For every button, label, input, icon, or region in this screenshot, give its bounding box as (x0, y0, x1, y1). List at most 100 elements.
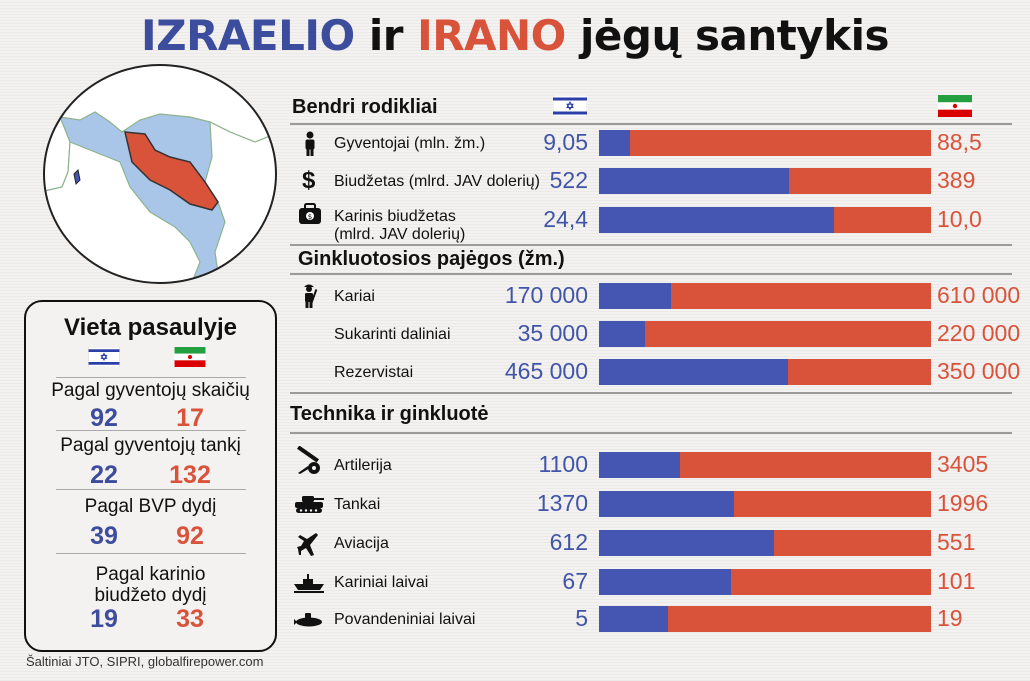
dollar-icon: $ (302, 167, 316, 194)
row-label: Artilerija (334, 457, 392, 474)
comparison-bar (599, 569, 931, 595)
iran-rank: 92 (176, 522, 204, 550)
iran-value: 88,5 (937, 129, 982, 155)
comparison-bar (599, 491, 931, 517)
world-rank-box: Vieta pasaulyje Pagal gyventojų skaičių 9… (24, 300, 277, 652)
iran-value: 3405 (937, 451, 989, 477)
israel-value: 612 (549, 529, 588, 555)
israel-flag-icon (88, 347, 120, 367)
israel-bar-segment (599, 606, 669, 632)
military-budget-icon: $ (299, 203, 321, 224)
iran-value: 19 (937, 605, 963, 631)
comparison-bar (599, 130, 931, 156)
comparison-bar (599, 283, 931, 309)
israel-bar-segment (599, 530, 774, 556)
jet-icon (297, 533, 318, 556)
row-label: Aviacija (334, 535, 389, 552)
israel-flag-icon (553, 95, 587, 117)
israel-bar-segment (599, 283, 672, 309)
israel-value: 170 000 (504, 282, 588, 308)
row-label: Sukarinti daliniai (334, 326, 451, 343)
israel-value: 24,4 (543, 206, 588, 232)
rank-label: Pagal gyventojų skaičių (51, 380, 250, 401)
iran-flag-icon (174, 347, 206, 367)
iran-value: 389 (937, 167, 976, 193)
row-label-line2: (mlrd. JAV dolerių) (334, 226, 466, 243)
israel-value: 9,05 (543, 129, 588, 155)
section-heading-forces: Ginkluotosios pajėgos (žm.) (298, 248, 565, 270)
iran-rank: 33 (176, 605, 204, 633)
section-rule (290, 244, 1012, 246)
soldier-icon (304, 284, 318, 308)
row-label: Rezervistai (334, 364, 414, 381)
iran-value: 610 000 (937, 282, 1021, 308)
rank-divider (56, 430, 246, 431)
israel-value: 35 000 (517, 320, 588, 346)
israel-rank: 92 (90, 404, 118, 432)
row-label: Povandeniniai laivai (334, 611, 476, 628)
rank-label: Pagal BVP dydį (84, 496, 217, 517)
section-rule (290, 392, 1012, 394)
title-iran: IRANO (417, 11, 566, 60)
iran-flag-icon (938, 95, 972, 117)
svg-text:$: $ (308, 213, 312, 221)
comparison-bar (599, 606, 931, 632)
israel-bar-segment (599, 168, 790, 194)
israel-bar-segment (599, 569, 732, 595)
rank-divider (56, 377, 246, 378)
israel-value: 522 (549, 167, 588, 193)
artillery-icon (297, 446, 320, 474)
iran-value: 220 000 (937, 320, 1021, 346)
world-rank-title: Vieta pasaulyje (64, 314, 237, 341)
title-rest: jėgų santykis (580, 11, 890, 60)
israel-shape (73, 168, 81, 186)
comparison-bar (599, 530, 931, 556)
iran-value: 1996 (937, 490, 989, 516)
israel-bar-segment (599, 452, 681, 478)
title-israel: IZRAELIO (140, 11, 355, 60)
map-globe (43, 64, 277, 284)
iran-value: 350 000 (937, 358, 1021, 384)
comparison-bar (599, 452, 931, 478)
row-label-line1: Karinis biudžetas (334, 208, 456, 225)
comparison-bar (599, 359, 931, 385)
iran-rank: 17 (176, 404, 204, 432)
israel-bar-segment (599, 321, 645, 347)
israel-value: 67 (562, 568, 588, 594)
sources-note: Šaltiniai JTO, SIPRI, globalfirepower.co… (26, 654, 264, 669)
iran-value: 10,0 (937, 206, 982, 232)
israel-bar-segment (599, 491, 735, 517)
iran-value: 551 (937, 529, 976, 555)
section-rule (290, 123, 1012, 125)
title-and: ir (368, 11, 404, 60)
warship-icon (294, 574, 324, 593)
iran-shape (124, 131, 219, 211)
section-heading-general: Bendri rodikliai (292, 96, 438, 118)
row-label: Biudžetas (mlrd. JAV dolerių) (334, 173, 540, 190)
iran-rank: 132 (169, 461, 211, 489)
section-heading-equipment: Technika ir ginkluotė (290, 403, 489, 425)
tank-icon (295, 496, 324, 513)
rank-divider (56, 489, 246, 490)
israel-bar-segment (599, 359, 789, 385)
rank-divider (56, 553, 246, 554)
israel-rank: 39 (90, 522, 118, 550)
rank-label-line2: biudžeto dydį (94, 585, 207, 606)
israel-bar-segment (599, 207, 835, 233)
row-label: Karinis biudžetas (mlrd. JAV dolerių) (334, 208, 465, 244)
comparison-bar (599, 321, 931, 347)
israel-bar-segment (599, 130, 630, 156)
section-rule (290, 432, 1012, 434)
row-label: Kariniai laivai (334, 574, 429, 591)
israel-value: 1370 (536, 490, 588, 516)
row-label: Kariai (334, 288, 375, 305)
person-icon (305, 131, 315, 156)
israel-rank: 22 (90, 461, 118, 489)
comparison-bar (599, 168, 931, 194)
israel-value: 1100 (538, 451, 588, 477)
comparison-bar (599, 207, 931, 233)
rank-label-line1: Pagal karinio (95, 564, 206, 585)
rank-label: Pagal karinio biudžeto dydį (26, 564, 275, 606)
israel-value: 5 (575, 605, 588, 631)
israel-value: 465 000 (504, 358, 588, 384)
